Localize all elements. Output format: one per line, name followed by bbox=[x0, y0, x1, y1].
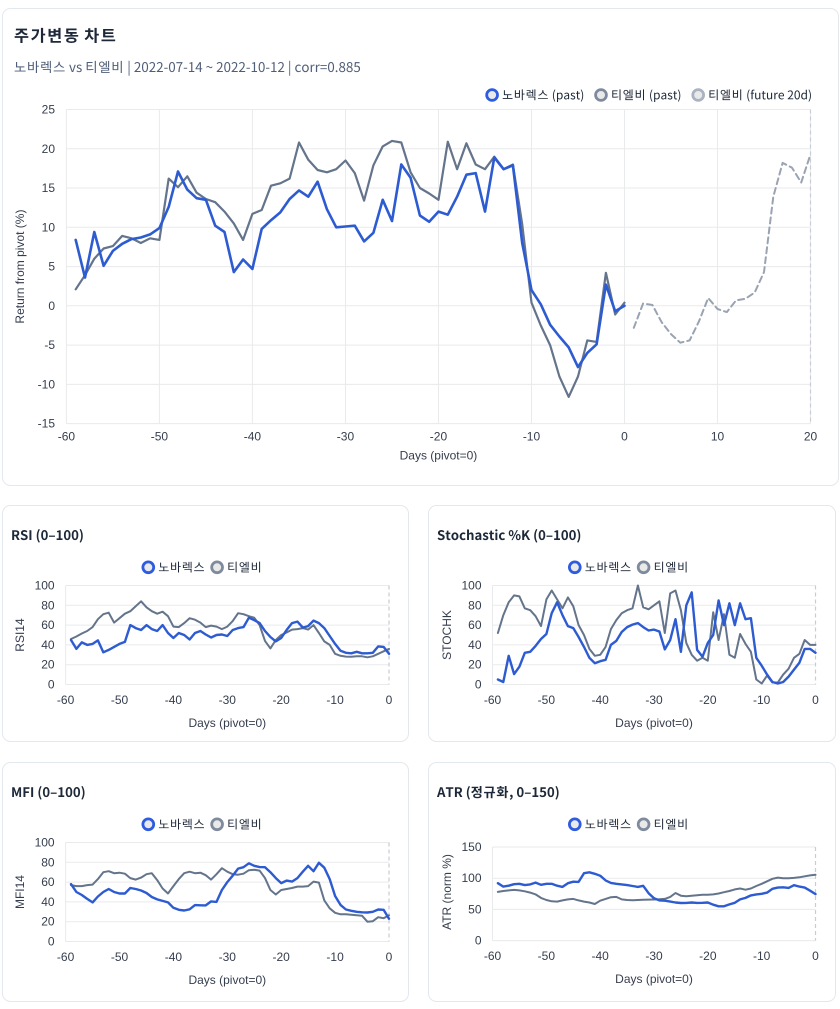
svg-text:25: 25 bbox=[42, 103, 56, 117]
svg-text:50: 50 bbox=[468, 902, 482, 916]
svg-text:-20: -20 bbox=[699, 693, 717, 707]
svg-text:-30: -30 bbox=[645, 693, 663, 707]
svg-text:-20: -20 bbox=[430, 430, 448, 444]
svg-text:0: 0 bbox=[48, 299, 55, 313]
svg-text:-30: -30 bbox=[337, 430, 355, 444]
svg-text:-20: -20 bbox=[273, 950, 291, 964]
svg-text:-60: -60 bbox=[58, 430, 76, 444]
svg-text:15: 15 bbox=[42, 181, 56, 195]
svg-text:-10: -10 bbox=[753, 693, 771, 707]
svg-text:Days (pivot=0): Days (pivot=0) bbox=[400, 449, 478, 463]
svg-text:-10: -10 bbox=[326, 693, 344, 707]
svg-text:80: 80 bbox=[468, 598, 482, 612]
svg-text:20: 20 bbox=[41, 915, 55, 929]
svg-text:-40: -40 bbox=[244, 430, 262, 444]
svg-text:-60: -60 bbox=[57, 693, 75, 707]
svg-text:0: 0 bbox=[386, 950, 393, 964]
svg-text:0: 0 bbox=[812, 949, 819, 963]
svg-text:60: 60 bbox=[41, 875, 55, 889]
svg-text:Days (pivot=0): Days (pivot=0) bbox=[615, 716, 693, 730]
svg-text:-50: -50 bbox=[538, 949, 556, 963]
svg-text:Days (pivot=0): Days (pivot=0) bbox=[188, 716, 266, 730]
svg-text:-50: -50 bbox=[111, 950, 129, 964]
svg-text:STOCHK: STOCHK bbox=[440, 610, 454, 660]
svg-text:40: 40 bbox=[41, 895, 55, 909]
svg-text:60: 60 bbox=[468, 618, 482, 632]
svg-text:RSI14: RSI14 bbox=[13, 618, 27, 652]
svg-text:-10: -10 bbox=[753, 949, 771, 963]
svg-text:-50: -50 bbox=[151, 430, 169, 444]
svg-text:-10: -10 bbox=[38, 377, 56, 391]
svg-text:MFI14: MFI14 bbox=[13, 875, 27, 909]
svg-text:80: 80 bbox=[41, 598, 55, 612]
svg-text:0: 0 bbox=[48, 935, 55, 949]
svg-text:-60: -60 bbox=[57, 950, 75, 964]
svg-text:0: 0 bbox=[475, 934, 482, 948]
svg-text:ATR (norm %): ATR (norm %) bbox=[440, 854, 454, 930]
svg-text:10: 10 bbox=[42, 220, 56, 234]
svg-text:-15: -15 bbox=[38, 417, 56, 431]
svg-text:-20: -20 bbox=[273, 693, 291, 707]
svg-text:40: 40 bbox=[41, 638, 55, 652]
svg-text:0: 0 bbox=[621, 430, 628, 444]
svg-text:40: 40 bbox=[468, 638, 482, 652]
svg-text:0: 0 bbox=[812, 693, 819, 707]
svg-text:60: 60 bbox=[41, 618, 55, 632]
svg-text:-30: -30 bbox=[645, 949, 663, 963]
svg-text:-20: -20 bbox=[699, 949, 717, 963]
svg-text:-40: -40 bbox=[165, 950, 183, 964]
svg-text:100: 100 bbox=[461, 579, 481, 593]
svg-text:0: 0 bbox=[386, 693, 393, 707]
svg-text:80: 80 bbox=[41, 855, 55, 869]
svg-text:-50: -50 bbox=[538, 693, 556, 707]
svg-text:Days (pivot=0): Days (pivot=0) bbox=[615, 972, 693, 986]
svg-text:Return from pivot (%): Return from pivot (%) bbox=[13, 210, 27, 324]
svg-text:-10: -10 bbox=[523, 430, 541, 444]
svg-text:0: 0 bbox=[475, 678, 482, 692]
svg-text:20: 20 bbox=[42, 142, 56, 156]
svg-text:100: 100 bbox=[35, 579, 55, 593]
svg-text:-60: -60 bbox=[484, 949, 502, 963]
svg-text:5: 5 bbox=[48, 260, 55, 274]
svg-text:-40: -40 bbox=[592, 949, 610, 963]
svg-text:20: 20 bbox=[804, 430, 818, 444]
svg-text:-50: -50 bbox=[111, 693, 129, 707]
svg-text:-60: -60 bbox=[484, 693, 502, 707]
svg-text:-40: -40 bbox=[165, 693, 183, 707]
svg-text:-30: -30 bbox=[219, 950, 237, 964]
svg-text:-30: -30 bbox=[219, 693, 237, 707]
svg-text:150: 150 bbox=[461, 840, 481, 854]
svg-text:20: 20 bbox=[41, 658, 55, 672]
svg-text:100: 100 bbox=[461, 871, 481, 885]
svg-text:-5: -5 bbox=[44, 338, 55, 352]
svg-text:0: 0 bbox=[48, 678, 55, 692]
svg-text:100: 100 bbox=[35, 836, 55, 850]
svg-text:Days (pivot=0): Days (pivot=0) bbox=[188, 973, 266, 987]
svg-text:20: 20 bbox=[468, 658, 482, 672]
svg-text:-40: -40 bbox=[592, 693, 610, 707]
svg-text:-10: -10 bbox=[326, 950, 344, 964]
svg-text:10: 10 bbox=[711, 430, 725, 444]
